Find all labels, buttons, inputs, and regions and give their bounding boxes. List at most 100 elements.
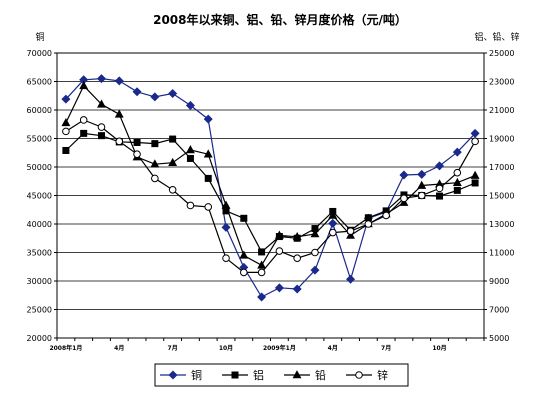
data-point-triangle <box>417 180 427 189</box>
axis-ticks: 20000 5000 25000 7000 30000 9000 35000 11000 400… <box>27 49 515 352</box>
data-point-circle <box>435 184 444 193</box>
legend-label: 铝 <box>253 368 264 382</box>
data-point-circle <box>151 174 159 183</box>
data-point-circle <box>204 203 213 211</box>
data-point-triangle <box>79 80 89 90</box>
right-tick-label: 9000 <box>489 277 509 286</box>
data-point-square <box>169 135 177 143</box>
data-point-circle <box>346 227 355 235</box>
series-square <box>62 129 479 256</box>
left-tick-label: 40000 <box>27 220 52 229</box>
right-axis-label: 铝、铅、锌 <box>474 31 519 43</box>
right-tick-label: 21000 <box>489 106 514 115</box>
x-tick-label: 10月 <box>432 344 446 352</box>
legend-label: 铅 <box>315 368 326 382</box>
data-point-circle <box>257 268 266 277</box>
data-point-triangle <box>292 370 302 379</box>
data-point-diamond <box>292 284 302 294</box>
x-tick-label: 4月 <box>114 344 124 352</box>
data-point-triangle <box>114 109 124 118</box>
data-point-circle <box>417 191 426 200</box>
left-tick-label: 20000 <box>27 334 52 343</box>
data-point-circle <box>328 228 337 237</box>
data-point-square <box>186 154 194 162</box>
data-point-circle <box>400 194 408 203</box>
chart-title: 2008年以来铜、铝、铅、锌月度价格（元/吨） <box>153 12 407 27</box>
legend-box <box>154 363 409 387</box>
data-point-square <box>133 138 141 146</box>
data-point-diamond <box>470 128 480 138</box>
right-tick-label: 17000 <box>489 163 514 172</box>
data-point-triangle <box>328 210 338 219</box>
right-tick-label: 11000 <box>489 249 514 258</box>
data-point-diamond <box>399 170 409 180</box>
series-circle <box>62 116 479 277</box>
legend-label: 铜 <box>191 368 202 382</box>
data-point-diamond <box>61 94 71 104</box>
data-point-square <box>97 132 105 140</box>
right-tick-label: 19000 <box>489 135 514 144</box>
left-tick-label: 55000 <box>27 135 52 144</box>
data-point-square <box>453 186 461 194</box>
data-point-circle <box>79 116 88 124</box>
data-point-triangle <box>239 250 249 259</box>
data-point-triangle <box>470 170 480 179</box>
data-point-diamond <box>132 87 142 97</box>
data-point-diamond <box>150 92 160 102</box>
data-point-circle <box>97 123 106 131</box>
data-point-square <box>62 146 70 154</box>
data-point-diamond <box>168 88 178 98</box>
data-point-circle <box>364 220 373 228</box>
data-point-triangle <box>150 159 160 168</box>
data-point-circle <box>115 137 124 146</box>
left-tick-label: 35000 <box>27 249 52 258</box>
x-tick-label: 7月 <box>381 344 391 352</box>
left-axis-label: 铜 <box>35 31 44 43</box>
data-point-square <box>240 214 248 222</box>
x-tick-label: 10月 <box>219 344 233 352</box>
data-point-triangle <box>292 231 302 241</box>
data-point-triangle <box>221 200 231 209</box>
data-point-triangle <box>452 177 462 186</box>
data-point-diamond <box>168 370 178 380</box>
x-tick-label: 7月 <box>168 344 178 352</box>
x-tick-label: 4月 <box>328 344 338 352</box>
data-point-triangle <box>203 149 213 158</box>
data-point-diamond <box>221 222 231 232</box>
data-point-diamond <box>452 147 462 157</box>
left-tick-label: 70000 <box>27 49 52 58</box>
data-point-diamond <box>185 100 195 110</box>
data-point-triangle <box>257 260 267 269</box>
data-point-square <box>436 192 444 200</box>
data-point-square <box>80 129 88 137</box>
data-point-triangle <box>310 229 320 238</box>
left-tick-label: 30000 <box>27 277 52 286</box>
data-point-diamond <box>274 283 284 293</box>
data-point-circle <box>168 186 177 194</box>
right-tick-label: 23000 <box>489 78 514 87</box>
right-tick-label: 7000 <box>489 306 509 315</box>
data-point-diamond <box>203 114 213 124</box>
data-point-triangle <box>185 145 195 154</box>
data-point-circle <box>311 248 319 257</box>
data-point-circle <box>222 254 230 263</box>
data-point-circle <box>186 201 195 210</box>
data-point-circle <box>240 268 248 277</box>
right-tick-label: 5000 <box>489 334 509 343</box>
data-point-square <box>258 248 266 256</box>
data-point-circle <box>62 127 70 136</box>
x-tick-label: 2009年1月 <box>263 344 296 352</box>
data-point-diamond <box>96 74 106 84</box>
legend-label: 锌 <box>377 368 388 382</box>
data-point-circle <box>133 150 141 158</box>
data-point-diamond <box>435 161 445 171</box>
data-point-diamond <box>346 274 356 284</box>
data-point-triangle <box>168 157 178 167</box>
data-point-triangle <box>61 117 71 127</box>
data-point-diamond <box>417 169 427 179</box>
right-tick-label: 13000 <box>489 220 514 229</box>
x-tick-label: 2008年1月 <box>49 344 82 352</box>
data-point-circle <box>355 371 363 379</box>
data-point-diamond <box>310 265 320 275</box>
